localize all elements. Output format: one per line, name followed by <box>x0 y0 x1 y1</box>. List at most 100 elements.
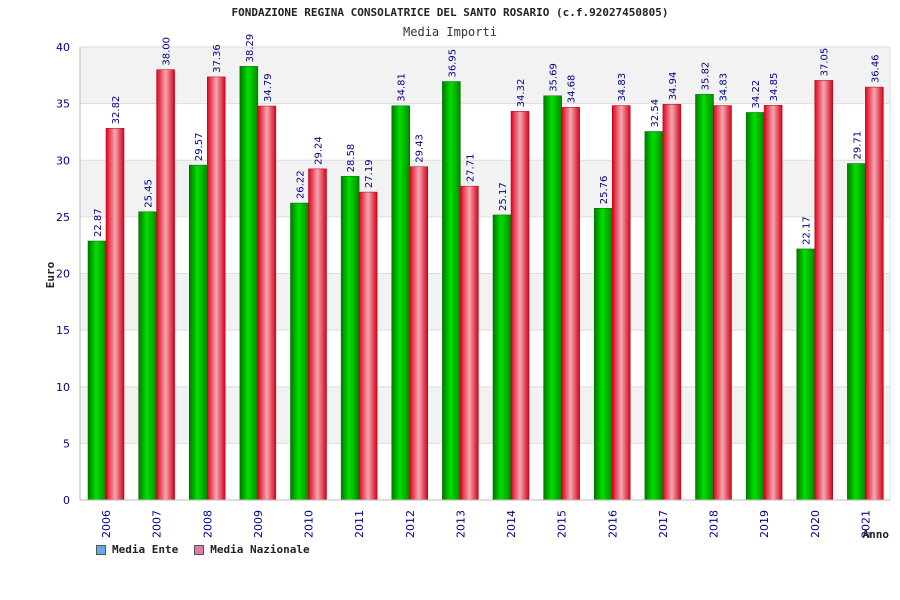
data-label: 22.87 <box>93 208 104 237</box>
data-label: 29.43 <box>415 134 426 163</box>
x-tick-label: 2013 <box>454 510 467 538</box>
data-label: 34.68 <box>567 75 578 104</box>
x-tick-label: 2018 <box>708 510 721 538</box>
data-label: 34.85 <box>769 73 780 102</box>
x-tick-label: 2014 <box>505 510 518 538</box>
legend-label-media-ente: Media Ente <box>112 543 179 556</box>
bar-media-nazionale-2013 <box>460 185 479 501</box>
x-axis-label: Anno <box>863 528 890 541</box>
data-label: 34.79 <box>263 73 274 102</box>
data-label: 36.95 <box>447 49 458 78</box>
data-label: 32.82 <box>111 96 122 125</box>
bar-media-ente-2017 <box>644 131 664 501</box>
data-label: 34.94 <box>668 72 679 101</box>
x-tick-label: 2011 <box>353 510 366 538</box>
bar-media-ente-2012 <box>391 105 410 501</box>
y-tick-label: 35 <box>56 98 70 111</box>
bar-media-nazionale-2006 <box>105 128 125 501</box>
bar-media-nazionale-2020 <box>814 80 833 501</box>
legend-label-media-nazionale: Media Nazionale <box>210 543 310 556</box>
data-label: 35.82 <box>701 62 712 91</box>
legend-swatch-media-ente <box>96 544 106 555</box>
data-label: 29.24 <box>314 136 325 165</box>
bar-media-nazionale-2015 <box>561 106 580 501</box>
y-tick-label: 15 <box>56 324 70 337</box>
chart-subtitle: Media Importi <box>403 25 497 39</box>
y-tick-label: 30 <box>56 154 70 167</box>
y-tick-label: 40 <box>56 41 70 54</box>
data-label: 34.83 <box>719 73 730 102</box>
data-label: 29.57 <box>194 132 205 161</box>
x-tick-label: 2016 <box>606 510 619 538</box>
bar-media-ente-2020 <box>796 248 815 501</box>
bar-media-nazionale-2018 <box>713 105 732 501</box>
bar-media-nazionale-2012 <box>409 166 428 501</box>
chart-title: FONDAZIONE REGINA CONSOLATRICE DEL SANTO… <box>231 6 669 19</box>
bar-media-nazionale-2016 <box>612 105 631 501</box>
legend-item-media-nazionale: Media Nazionale <box>194 543 310 556</box>
bar-media-nazionale-2014 <box>510 111 530 501</box>
y-tick-label: 25 <box>56 211 70 224</box>
bar-media-nazionale-2009 <box>257 105 277 501</box>
bar-media-ente-2011 <box>340 176 360 501</box>
legend-item-media-ente: Media Ente <box>96 543 178 556</box>
bar-media-nazionale-2010 <box>308 168 327 501</box>
data-label: 25.45 <box>144 179 155 208</box>
data-label: 32.54 <box>650 99 661 128</box>
x-tick-label: 2019 <box>758 510 771 538</box>
bar-media-ente-2019 <box>745 112 765 501</box>
data-label: 34.32 <box>516 79 527 108</box>
y-tick-label: 20 <box>56 268 70 281</box>
data-label: 28.58 <box>346 144 357 173</box>
bar-media-nazionale-2017 <box>662 104 682 501</box>
y-tick-label: 0 <box>63 494 70 507</box>
x-tick-label: 2021 <box>859 510 872 538</box>
data-label: 34.22 <box>751 80 762 109</box>
bar-media-ente-2021 <box>847 163 866 501</box>
bar-media-ente-2007 <box>138 211 157 501</box>
bar-media-ente-2010 <box>290 202 309 501</box>
y-axis-label: Euro <box>44 261 57 288</box>
data-label: 25.17 <box>498 182 509 211</box>
x-tick-label: 2006 <box>100 510 113 538</box>
data-label: 37.05 <box>820 48 831 77</box>
bar-media-ente-2013 <box>442 81 461 501</box>
bar-media-ente-2018 <box>695 94 714 501</box>
x-tick-label: 2010 <box>303 510 316 538</box>
x-tick-label: 2008 <box>201 510 214 538</box>
data-label: 27.19 <box>364 159 375 188</box>
data-label: 34.83 <box>617 73 628 102</box>
x-tick-label: 2012 <box>404 510 417 538</box>
data-label: 26.22 <box>296 170 307 199</box>
x-tick-label: 2015 <box>556 510 569 538</box>
y-tick-label: 10 <box>56 381 70 394</box>
data-label: 35.69 <box>549 63 560 92</box>
data-label: 25.76 <box>599 176 610 205</box>
y-tick-label: 5 <box>63 437 70 450</box>
data-label: 34.81 <box>397 73 408 102</box>
bar-media-ente-2009 <box>239 66 259 501</box>
bar-media-nazionale-2011 <box>358 191 378 501</box>
x-tick-label: 2009 <box>252 510 265 538</box>
legend-swatch-media-nazionale <box>194 544 205 555</box>
data-label: 38.29 <box>245 34 256 63</box>
bar-media-ente-2014 <box>492 214 512 501</box>
bar-media-ente-2015 <box>543 95 562 501</box>
x-tick-label: 2007 <box>151 510 164 538</box>
bar-media-ente-2008 <box>189 164 208 501</box>
data-label: 37.36 <box>212 44 223 73</box>
bar-media-ente-2016 <box>594 208 613 501</box>
bar-media-nazionale-2008 <box>207 76 226 501</box>
legend: Media Ente Media Nazionale <box>96 543 310 556</box>
bar-media-nazionale-2021 <box>865 86 884 501</box>
data-label: 38.00 <box>162 37 173 66</box>
bar-media-nazionale-2007 <box>156 69 175 501</box>
data-label: 27.71 <box>465 154 476 183</box>
bar-media-ente-2006 <box>87 240 107 501</box>
data-label: 36.46 <box>870 54 881 83</box>
data-label: 29.71 <box>852 131 863 160</box>
x-tick-label: 2020 <box>809 510 822 538</box>
data-label: 22.17 <box>802 216 813 245</box>
bar-media-nazionale-2019 <box>763 105 783 501</box>
